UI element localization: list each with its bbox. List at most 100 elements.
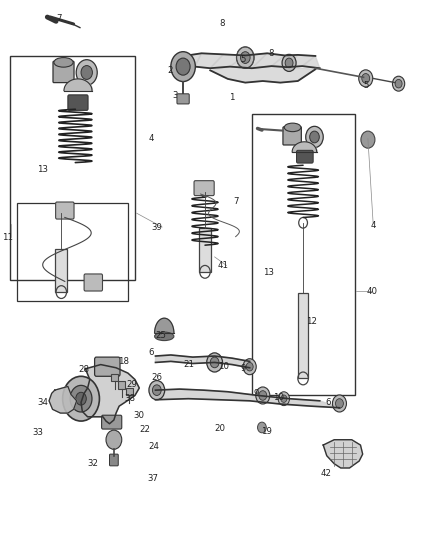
Text: 37: 37 [147, 474, 158, 483]
Circle shape [207, 353, 223, 372]
Text: 6: 6 [149, 349, 154, 357]
Text: 26: 26 [151, 373, 162, 382]
Polygon shape [302, 56, 320, 68]
Polygon shape [49, 386, 77, 413]
Bar [111, 374, 118, 381]
Text: 25: 25 [155, 332, 167, 340]
FancyBboxPatch shape [56, 202, 74, 219]
Bar [55, 249, 67, 292]
Text: 13: 13 [37, 165, 49, 174]
Text: 21: 21 [184, 360, 195, 369]
FancyBboxPatch shape [283, 127, 301, 145]
Circle shape [243, 359, 256, 375]
Text: 22: 22 [139, 425, 150, 434]
Bar [298, 293, 308, 378]
Text: 7: 7 [233, 197, 238, 206]
Ellipse shape [284, 123, 301, 132]
Circle shape [362, 74, 370, 83]
Circle shape [106, 430, 122, 449]
Polygon shape [210, 54, 245, 68]
Circle shape [237, 47, 254, 68]
Text: 10: 10 [273, 393, 284, 401]
Text: 41: 41 [218, 261, 229, 270]
Text: 4: 4 [148, 134, 154, 143]
Circle shape [76, 392, 86, 405]
Polygon shape [230, 53, 267, 68]
Circle shape [63, 376, 99, 421]
Circle shape [285, 58, 293, 68]
Bar [126, 388, 133, 395]
Polygon shape [155, 389, 339, 408]
Text: 20: 20 [214, 424, 226, 433]
Circle shape [392, 76, 405, 91]
Polygon shape [182, 53, 201, 69]
Text: 2: 2 [167, 66, 173, 75]
Text: 30: 30 [134, 411, 145, 420]
Polygon shape [210, 66, 315, 83]
FancyBboxPatch shape [177, 94, 189, 104]
Text: 33: 33 [32, 429, 43, 437]
Bar [118, 381, 125, 389]
FancyBboxPatch shape [194, 181, 214, 196]
Text: 10: 10 [218, 362, 229, 371]
Text: 3: 3 [173, 92, 178, 100]
Ellipse shape [54, 58, 73, 67]
Text: 28: 28 [78, 366, 90, 374]
Text: 19: 19 [261, 427, 272, 436]
Circle shape [176, 58, 190, 75]
Circle shape [332, 395, 346, 412]
Text: 32: 32 [87, 459, 99, 468]
Polygon shape [272, 55, 298, 67]
Circle shape [76, 60, 97, 85]
Circle shape [246, 362, 253, 371]
Circle shape [361, 131, 375, 148]
Circle shape [310, 131, 319, 143]
Text: 8: 8 [220, 20, 225, 28]
Text: 42: 42 [320, 469, 332, 478]
Circle shape [395, 79, 402, 88]
FancyBboxPatch shape [110, 454, 118, 466]
Text: 39: 39 [152, 223, 162, 231]
FancyBboxPatch shape [95, 357, 120, 376]
Polygon shape [252, 53, 285, 68]
Text: 1: 1 [230, 93, 235, 101]
Text: 24: 24 [148, 442, 160, 451]
Bar [199, 228, 211, 272]
Circle shape [149, 381, 165, 400]
Polygon shape [323, 440, 363, 468]
Polygon shape [287, 55, 315, 67]
Text: 11: 11 [2, 233, 14, 241]
Circle shape [171, 52, 195, 82]
Circle shape [240, 52, 250, 63]
Circle shape [81, 66, 92, 79]
Text: 40: 40 [367, 287, 378, 295]
Circle shape [336, 399, 343, 408]
FancyBboxPatch shape [297, 150, 313, 163]
Circle shape [152, 385, 161, 395]
Polygon shape [155, 355, 250, 368]
Circle shape [306, 126, 323, 148]
Bar [10, 56, 135, 280]
Bar [252, 114, 355, 395]
Ellipse shape [155, 332, 174, 341]
Text: 7: 7 [57, 14, 62, 22]
Circle shape [359, 70, 373, 87]
Bar [17, 203, 128, 301]
Circle shape [70, 385, 92, 412]
FancyBboxPatch shape [53, 61, 74, 83]
Text: 5: 5 [363, 81, 368, 90]
Polygon shape [155, 318, 174, 333]
Text: 29: 29 [126, 381, 137, 389]
FancyBboxPatch shape [84, 274, 102, 291]
Circle shape [282, 54, 296, 71]
Polygon shape [81, 365, 139, 424]
Text: 12: 12 [306, 318, 318, 326]
Circle shape [210, 357, 219, 368]
Text: 13: 13 [262, 269, 274, 277]
Circle shape [281, 395, 287, 402]
Text: 8: 8 [269, 49, 274, 58]
Text: 34: 34 [37, 399, 49, 407]
Text: 9: 9 [253, 389, 258, 398]
Text: 9: 9 [241, 365, 246, 373]
Text: 38: 38 [124, 394, 135, 403]
